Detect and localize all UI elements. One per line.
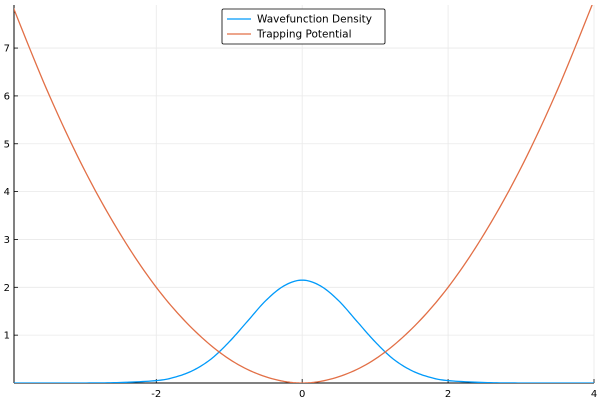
y-tick-label: 1: [4, 331, 10, 342]
y-tick-label: 3: [4, 235, 10, 246]
y-tick-label: 4: [4, 187, 10, 198]
tick-labels: -2 0 2 4 1 2 3 4 5 6 7: [4, 44, 598, 400]
grid: [14, 5, 595, 383]
x-tick-label: 2: [445, 389, 451, 400]
legend-box: [221, 8, 386, 45]
series-line-1: [14, 5, 593, 383]
series: [14, 5, 594, 383]
y-tick-label: 7: [4, 44, 10, 55]
x-tick-label: 0: [299, 389, 305, 400]
x-tick-label: 4: [591, 389, 597, 400]
y-tick-label: 5: [4, 139, 10, 150]
legend: Wavefunction Density Trapping Potential: [221, 8, 386, 45]
legend-label-0: Wavefunction Density: [257, 14, 372, 26]
series-line-0: [14, 279, 594, 383]
legend-label-1: Trapping Potential: [256, 29, 352, 41]
x-tick-label: -2: [151, 389, 161, 400]
y-tick-label: 2: [4, 283, 10, 294]
y-tick-label: 6: [4, 91, 10, 102]
